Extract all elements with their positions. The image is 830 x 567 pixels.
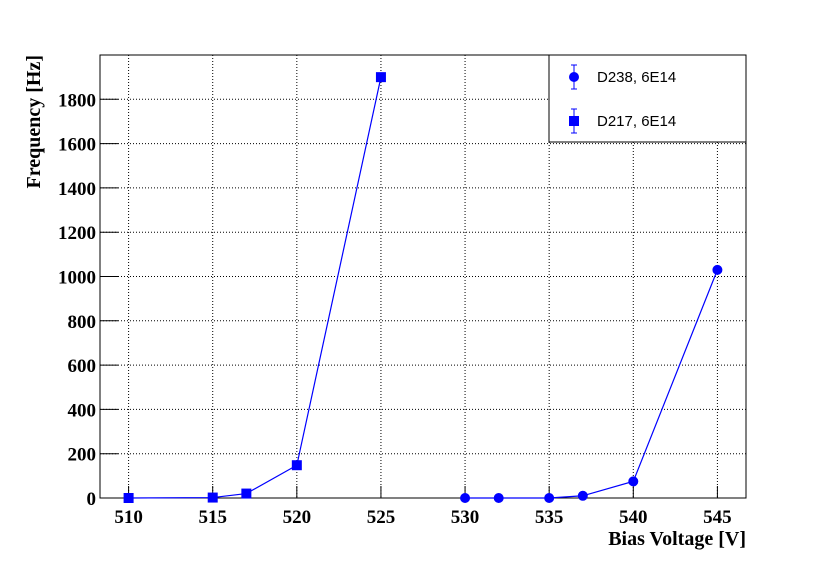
y-tick-label: 1200 <box>58 223 96 244</box>
x-tick-label: 510 <box>114 507 143 528</box>
legend-label: D217, 6E14 <box>597 113 676 130</box>
plot-frame <box>99 54 747 499</box>
y-tick-label: 1600 <box>58 135 96 156</box>
data-point <box>207 492 218 503</box>
data-point <box>712 264 723 275</box>
data-point <box>544 493 555 503</box>
legend-label: D238, 6E14 <box>597 69 676 86</box>
y-tick-label: 1800 <box>58 90 96 111</box>
data-point <box>375 72 386 83</box>
y-tick-label: 1000 <box>58 268 96 289</box>
x-tick-label: 535 <box>535 507 564 528</box>
x-tick-label: 545 <box>703 507 732 528</box>
data-point <box>493 493 504 503</box>
data-point <box>123 493 134 503</box>
data-point <box>291 460 302 471</box>
legend-box <box>548 54 747 143</box>
x-tick-label: 520 <box>283 507 312 528</box>
y-tick-label: 200 <box>68 445 97 466</box>
y-tick-label: 800 <box>68 312 97 333</box>
data-point <box>460 493 471 503</box>
x-axis-title: Bias Voltage [V] <box>608 528 746 550</box>
y-tick-label: 1400 <box>58 179 96 200</box>
legend-marker <box>569 116 579 126</box>
data-point <box>577 490 588 501</box>
y-tick-label: 400 <box>68 400 97 421</box>
x-tick-label: 540 <box>619 507 648 528</box>
x-tick-label: 525 <box>367 507 396 528</box>
x-tick-label: 515 <box>198 507 227 528</box>
y-axis-title: Frequency [Hz] <box>23 55 45 189</box>
data-point <box>628 476 639 487</box>
y-tick-label: 600 <box>68 356 97 377</box>
y-tick-label: 0 <box>87 489 97 510</box>
legend-marker <box>569 72 579 82</box>
series-line <box>465 269 718 499</box>
data-point <box>241 488 252 499</box>
x-tick-label: 530 <box>451 507 480 528</box>
